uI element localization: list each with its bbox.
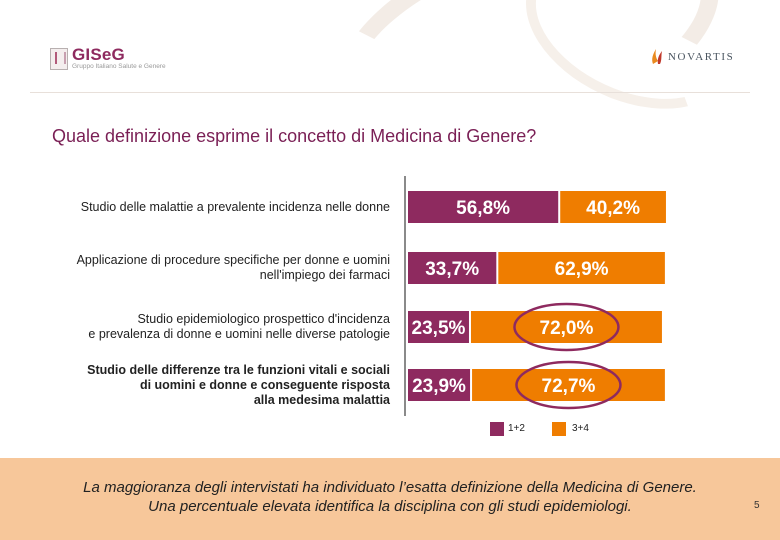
category-label-line: Studio delle malattie a prevalente incid… bbox=[80, 199, 390, 214]
category-label: Applicazione di procedure specifiche per… bbox=[20, 253, 390, 283]
category-label: Studio delle differenze tra le funzioni … bbox=[20, 363, 390, 408]
data-label: 72,0% bbox=[540, 318, 594, 339]
legend-swatch-series-1 bbox=[490, 422, 504, 436]
bar-series-2-row-4 bbox=[472, 369, 665, 401]
bar-series-1-row-4 bbox=[408, 369, 471, 401]
category-label-line: alla medesima malattia bbox=[253, 392, 390, 407]
novartis-logo-name: NOVARTIS bbox=[668, 51, 735, 63]
bar-series-1-row-1 bbox=[408, 191, 559, 223]
category-label-line: nell'impiego dei farmaci bbox=[259, 268, 390, 282]
bar-series-1-row-3 bbox=[408, 311, 469, 343]
footer-line-2: Una percentuale elevata identifica la di… bbox=[148, 498, 632, 515]
giseg-logo: GISeG Gruppo Italiano Salute e Genere bbox=[50, 44, 180, 72]
legend-swatch-series-2 bbox=[552, 422, 566, 436]
data-label: 62,9% bbox=[555, 259, 609, 280]
chart-axis bbox=[404, 176, 406, 416]
data-label: 72,7% bbox=[542, 376, 596, 397]
header-divider bbox=[30, 92, 750, 93]
bar-series-2-row-1 bbox=[560, 191, 666, 223]
giseg-logo-icon bbox=[50, 48, 68, 70]
footer-line-1: La maggioranza degli intervistati ha ind… bbox=[83, 479, 697, 496]
novartis-flame-icon bbox=[652, 49, 662, 64]
data-label: 56,8% bbox=[456, 198, 510, 219]
legend-label-series-1: 1+2 bbox=[508, 423, 525, 434]
giseg-logo-subtitle: Gruppo Italiano Salute e Genere bbox=[72, 63, 166, 70]
bar-series-2-row-3 bbox=[470, 311, 662, 343]
category-label-line: Studio delle differenze tra le funzioni … bbox=[87, 362, 390, 377]
data-label: 23,9% bbox=[412, 376, 466, 397]
highlight-ellipse bbox=[515, 360, 622, 410]
category-label-line: di uomini e donne e conseguente risposta bbox=[139, 377, 390, 392]
category-label-line: e prevalenza di donne e uomini nelle div… bbox=[88, 327, 390, 341]
category-label-line: Studio epidemiologico prospettico d'inci… bbox=[137, 312, 390, 326]
novartis-logo: NOVARTIS bbox=[650, 46, 750, 66]
category-label-line: Applicazione di procedure specifiche per… bbox=[76, 253, 390, 267]
highlight-ellipse bbox=[513, 302, 620, 352]
data-label: 23,5% bbox=[412, 318, 466, 339]
footer-text: La maggioranza degli intervistati ha ind… bbox=[20, 478, 760, 516]
footer-banner: La maggioranza degli intervistati ha ind… bbox=[0, 458, 780, 540]
bar-series-2-row-2 bbox=[498, 252, 665, 284]
giseg-logo-name: GISeG bbox=[72, 45, 125, 64]
category-label: Studio delle malattie a prevalente incid… bbox=[20, 200, 390, 215]
bar-series-1-row-2 bbox=[408, 252, 497, 284]
legend-label-series-2: 3+4 bbox=[572, 423, 589, 434]
data-label: 40,2% bbox=[586, 198, 640, 219]
data-label: 33,7% bbox=[425, 259, 479, 280]
category-label: Studio epidemiologico prospettico d'inci… bbox=[20, 312, 390, 342]
page-number: 5 bbox=[754, 500, 760, 511]
page-title: Quale definizione esprime il concetto di… bbox=[52, 126, 537, 146]
